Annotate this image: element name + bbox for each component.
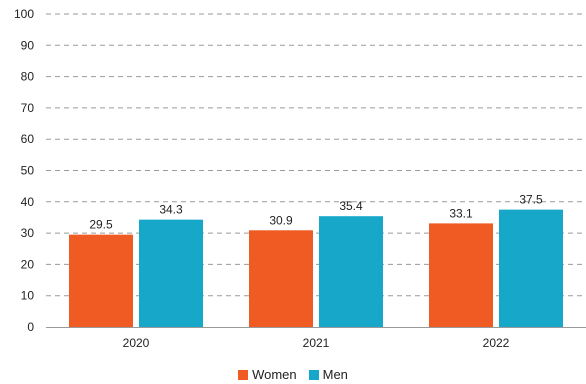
bar-men-2022 bbox=[499, 209, 563, 327]
y-tick-label: 0 bbox=[27, 320, 34, 334]
bar-women-2022 bbox=[429, 223, 493, 327]
data-label: 30.9 bbox=[269, 213, 293, 227]
data-label: 35.4 bbox=[339, 199, 363, 213]
data-label: 37.5 bbox=[519, 193, 543, 207]
y-tick-label: 50 bbox=[21, 164, 35, 178]
y-tick-label: 10 bbox=[21, 289, 35, 303]
y-tick-label: 100 bbox=[14, 7, 34, 21]
bar-men-2020 bbox=[139, 219, 203, 327]
y-axis: 0 10 20 30 40 50 60 70 80 90 100 bbox=[14, 7, 34, 334]
data-label: 33.1 bbox=[449, 206, 473, 220]
legend-swatch bbox=[308, 369, 319, 380]
legend-swatch bbox=[238, 369, 249, 380]
data-label: 34.3 bbox=[159, 203, 183, 217]
legend: Women Men bbox=[0, 367, 586, 382]
legend-label: Men bbox=[322, 367, 348, 382]
y-tick-label: 40 bbox=[21, 195, 35, 209]
bar-women-2020 bbox=[69, 234, 133, 327]
x-tick-label: 2022 bbox=[483, 336, 510, 350]
bar-men-2021 bbox=[319, 216, 383, 327]
x-tick-label: 2021 bbox=[303, 336, 330, 350]
y-tick-label: 90 bbox=[21, 38, 35, 52]
y-tick-label: 30 bbox=[21, 226, 35, 240]
y-tick-label: 20 bbox=[21, 257, 35, 271]
data-labels: 29.5 34.3 30.9 35.4 33.1 37.5 bbox=[89, 193, 543, 232]
bar-women-2021 bbox=[249, 230, 313, 327]
legend-item-men: Men bbox=[308, 367, 348, 382]
legend-item-women: Women bbox=[238, 367, 297, 382]
y-tick-label: 80 bbox=[21, 70, 35, 84]
bars bbox=[69, 209, 563, 327]
y-tick-label: 60 bbox=[21, 132, 35, 146]
x-axis: 2020 2021 2022 bbox=[123, 336, 510, 350]
legend-label: Women bbox=[252, 367, 297, 382]
data-label: 29.5 bbox=[89, 218, 113, 232]
x-tick-label: 2020 bbox=[123, 336, 150, 350]
grid-lines bbox=[46, 13, 586, 328]
y-tick-label: 70 bbox=[21, 101, 35, 115]
